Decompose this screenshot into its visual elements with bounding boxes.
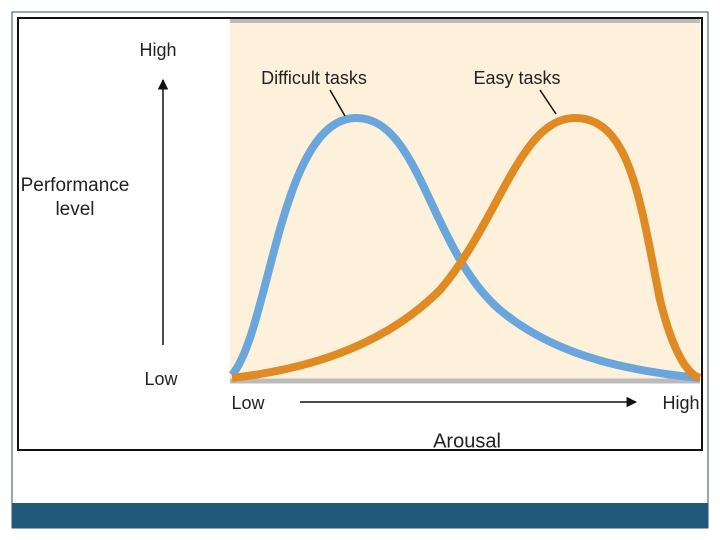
y-low-label: Low [144,369,178,389]
footer-bar [12,503,708,528]
y-axis-title: Performance level [20,175,130,220]
x-low-label: Low [231,393,265,413]
y-high-label: High [139,40,176,60]
easy-curve [231,113,702,382]
x-axis-title: Arousal [433,430,501,452]
difficult-curve [228,113,701,382]
leader-line [539,89,557,115]
y-title-box: Performance level [20,175,130,220]
curve-label: Easy tasks [473,68,560,88]
curve-label: Difficult tasks [261,68,367,88]
leader-line [329,89,346,117]
plot-area [230,20,700,380]
x-high-label: High [662,393,699,413]
